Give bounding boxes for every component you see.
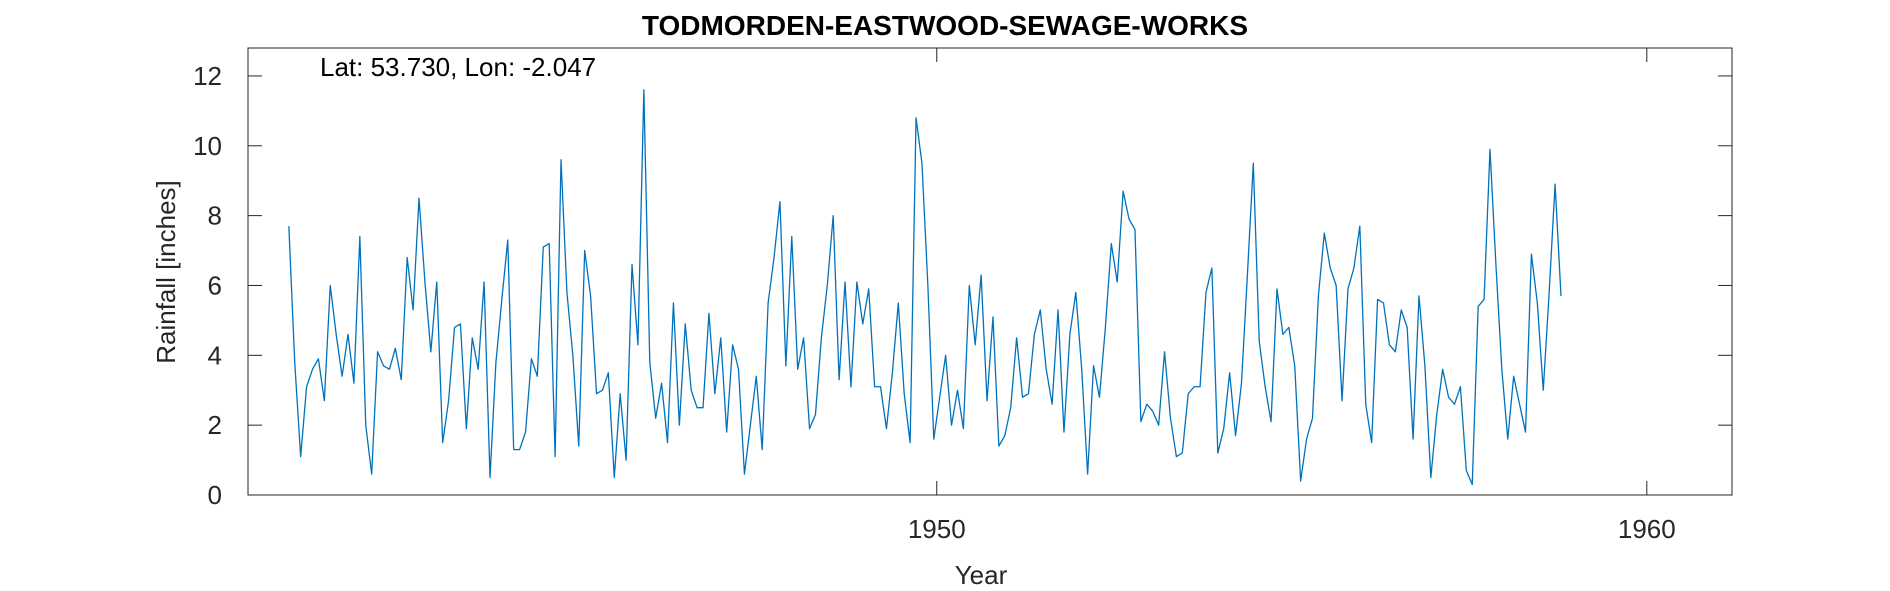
y-tick-label: 6 xyxy=(208,270,222,300)
y-tick-label: 8 xyxy=(208,201,222,231)
y-tick-label: 4 xyxy=(208,340,222,370)
x-tick-label: 1960 xyxy=(1618,514,1676,544)
y-tick-label: 0 xyxy=(208,480,222,510)
y-tick-label: 10 xyxy=(193,131,222,161)
x-axis-label: Year xyxy=(955,560,1008,590)
tick-marks xyxy=(248,48,1732,496)
y-axis-label: Rainfall [inches] xyxy=(151,180,181,364)
y-tick-label: 2 xyxy=(208,410,222,440)
tick-labels: 0 2 4 6 8 10 12 1950 1960 xyxy=(193,61,1676,544)
x-tick-label: 1950 xyxy=(908,514,966,544)
y-tick-label: 12 xyxy=(193,61,222,91)
chart-title: TODMORDEN-EASTWOOD-SEWAGE-WORKS xyxy=(642,10,1248,41)
location-annotation: Lat: 53.730, Lon: -2.047 xyxy=(320,52,596,82)
rainfall-series-line xyxy=(288,89,1562,486)
